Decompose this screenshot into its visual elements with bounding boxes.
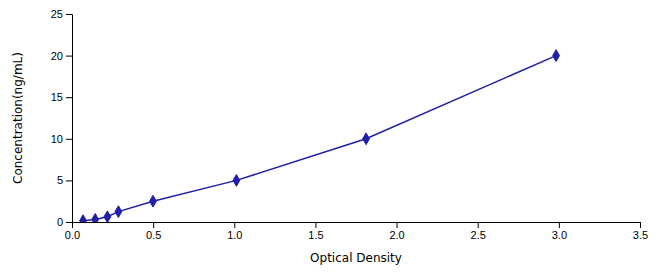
tick: 0.0	[65, 222, 80, 241]
tick-mark	[66, 180, 72, 181]
tick-mark	[478, 222, 479, 228]
tick: 3.5	[633, 222, 648, 241]
point	[115, 206, 122, 218]
tick-label: 2.0	[389, 229, 404, 241]
tick: 1.0	[227, 222, 242, 241]
tick-mark	[66, 97, 72, 98]
marks	[80, 50, 560, 222]
x-axis-title: Optical Density	[310, 251, 402, 265]
axis-line	[73, 223, 641, 229]
tick-label: 20	[51, 50, 63, 62]
tick: 0.5	[146, 222, 161, 241]
plot: 0.0 0.5 1.0 1.5 2.0 2.5 3.0 3.5 0 5 10 15 20 25 Optica…	[11, 8, 648, 265]
tick-mark	[66, 14, 72, 15]
point	[80, 215, 87, 222]
tick: 10	[51, 133, 72, 145]
tick: 2.5	[471, 222, 486, 241]
tick-label: 1.0	[227, 229, 242, 241]
tick-mark	[559, 222, 560, 228]
tick-label: 3.0	[552, 229, 567, 241]
tick: 2.0	[389, 222, 404, 241]
tick-mark	[234, 222, 235, 228]
point	[92, 214, 99, 222]
tick-mark	[640, 222, 641, 228]
tick-label: 15	[51, 91, 63, 103]
tick: 0	[57, 216, 72, 228]
line	[83, 56, 556, 221]
tick-label: 25	[51, 8, 63, 20]
point	[363, 133, 370, 145]
y-axis-title: Concentration(ng/mL)	[11, 52, 25, 184]
point	[104, 211, 111, 222]
point	[150, 195, 157, 207]
x-axis: 0.0 0.5 1.0 1.5 2.0 2.5 3.0 3.5	[65, 222, 648, 241]
tick-mark	[315, 222, 316, 228]
tick: 25	[51, 8, 72, 20]
tick-mark	[66, 139, 72, 140]
tick-mark	[397, 222, 398, 228]
tick: 3.0	[552, 222, 567, 241]
tick: 15	[51, 91, 72, 103]
chart: 0.0 0.5 1.0 1.5 2.0 2.5 3.0 3.5 0 5 10 15 20 25 Optica…	[0, 0, 664, 272]
tick-label: 1.5	[308, 229, 323, 241]
point	[233, 175, 240, 187]
point	[553, 50, 560, 62]
tick-mark	[66, 56, 72, 57]
tick-label: 2.5	[471, 229, 486, 241]
tick-label: 0.0	[65, 229, 80, 241]
tick-label: 5	[57, 174, 63, 186]
tick-label: 10	[51, 133, 63, 145]
tick-label: 0.5	[146, 229, 161, 241]
tick: 1.5	[308, 222, 323, 241]
tick-label: 0	[57, 216, 63, 228]
tick-label: 3.5	[633, 229, 648, 241]
axis-line	[66, 15, 73, 223]
tick-mark	[153, 222, 154, 228]
tick: 20	[51, 50, 72, 62]
tick-mark	[66, 222, 72, 223]
y-axis: 0 5 10 15 20 25	[51, 8, 73, 228]
tick: 5	[57, 174, 72, 186]
